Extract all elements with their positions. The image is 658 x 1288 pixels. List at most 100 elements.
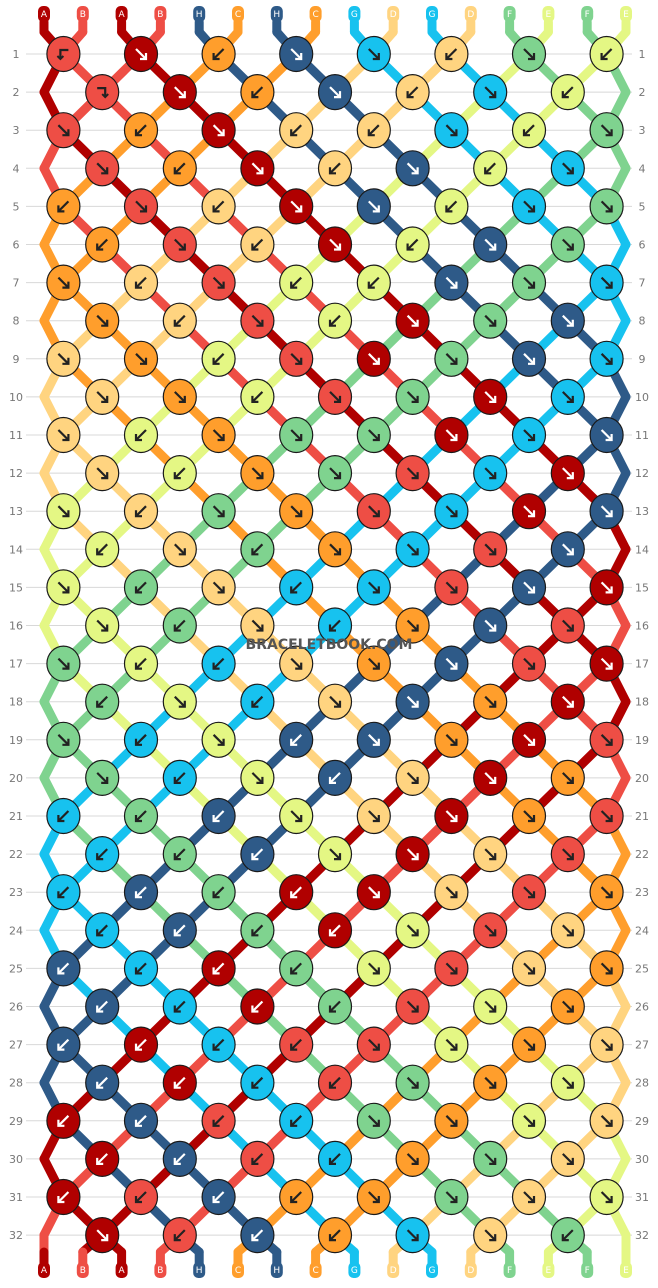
arrow-stroke	[212, 1191, 225, 1203]
knot	[85, 912, 120, 949]
knot	[201, 416, 236, 454]
arrow-down-right-icon	[329, 391, 342, 403]
strand-label-text: A	[119, 1266, 126, 1276]
knot	[395, 73, 430, 111]
arrow-left-then-down-icon	[56, 48, 69, 61]
arrow-stroke	[251, 619, 264, 632]
arrow-head	[217, 434, 225, 442]
arrow-stroke	[600, 1191, 613, 1203]
row-number-left: 23	[9, 886, 23, 899]
arrow-down-right-icon	[484, 86, 497, 99]
knot	[162, 1064, 197, 1101]
arrow-head	[450, 662, 458, 670]
row-number-left: 15	[9, 581, 23, 594]
arrow-head	[96, 1081, 104, 1089]
arrow-stroke	[329, 1229, 341, 1241]
knot	[162, 150, 197, 187]
arrow-stroke	[212, 734, 225, 746]
arrow-stroke	[96, 619, 108, 632]
arrow-down-left-icon	[251, 543, 264, 556]
knot	[511, 1102, 547, 1139]
arrow-down-right-icon	[212, 124, 225, 137]
arrow-stroke	[406, 619, 419, 632]
arrow-down-right-icon	[251, 619, 264, 632]
arrow-head	[251, 1005, 259, 1013]
strand-label-text: A	[119, 10, 126, 20]
arrow-head	[212, 815, 220, 823]
strand-label-text: A	[41, 1266, 48, 1276]
arrow-stroke	[406, 848, 419, 860]
strand-label-text: E	[623, 1266, 629, 1276]
knot	[279, 950, 314, 987]
arrow-down-left-icon	[173, 924, 186, 937]
arrow-down-right-icon	[484, 695, 497, 708]
arrow-down-right-icon	[523, 429, 536, 442]
knot	[317, 378, 353, 415]
arrow-head	[334, 853, 342, 861]
knot	[201, 797, 236, 835]
arrow-head	[62, 434, 70, 442]
row-number-left: 10	[9, 391, 23, 404]
arrow-head	[134, 281, 142, 289]
arrow-down-right-icon	[445, 353, 458, 365]
arrow-head	[57, 891, 65, 899]
strand-label-text: F	[507, 1266, 512, 1276]
arrow-head	[173, 1081, 181, 1089]
arrow-down-right-icon	[523, 886, 536, 899]
knot	[473, 759, 508, 797]
arrow-head	[406, 91, 414, 99]
row-number-left: 27	[9, 1039, 23, 1052]
arrow-stroke	[406, 695, 419, 708]
arrow-down-right-icon	[445, 276, 458, 289]
arrow-down-left-icon	[173, 467, 186, 480]
arrow-down-right-icon	[523, 962, 536, 975]
strand-label-tab	[542, 6, 555, 22]
arrow-stroke	[135, 886, 147, 898]
row-number-left: 12	[9, 467, 23, 480]
knot	[356, 950, 391, 987]
arrow-head	[134, 738, 142, 746]
strand-label-tab	[426, 6, 438, 22]
knot	[550, 226, 585, 263]
arrow-head	[101, 1234, 109, 1242]
strand-label-top: G	[348, 6, 361, 22]
arrow-stroke	[174, 162, 186, 175]
knot	[395, 835, 430, 873]
arrow-down-right-icon	[251, 467, 264, 480]
arrow-down-right-icon	[523, 276, 536, 289]
knot	[201, 950, 236, 987]
arrow-head	[528, 815, 536, 823]
strand-label-text: F	[585, 10, 590, 20]
arrow-head	[450, 815, 458, 823]
arrow-stroke	[523, 276, 535, 289]
knot	[395, 150, 430, 187]
arrow-head	[489, 1157, 497, 1166]
arrow-head	[334, 548, 342, 556]
knot	[279, 721, 314, 758]
arrow-stroke	[251, 543, 264, 556]
arrow-stroke	[445, 1115, 458, 1127]
strand-label-tab	[348, 6, 361, 22]
arrow-head	[295, 434, 303, 442]
knot	[240, 73, 275, 111]
knot	[589, 1102, 624, 1139]
knot	[473, 1140, 508, 1178]
arrow-down-left-icon	[290, 734, 302, 746]
arrow-down-right-icon	[368, 48, 380, 61]
arrow-stroke	[135, 1115, 147, 1127]
knot	[162, 455, 197, 492]
arrow-down-left-icon	[445, 48, 458, 61]
arrow-down-left-icon	[251, 1076, 264, 1089]
knot	[511, 35, 547, 73]
arrow-head	[256, 319, 264, 327]
arrow-stroke	[368, 810, 380, 822]
arrow-down-left-icon	[251, 848, 264, 861]
knot	[434, 1026, 469, 1063]
arrow-stroke	[251, 162, 264, 175]
knot	[201, 188, 236, 225]
arrow-head	[251, 548, 259, 556]
arrow-stroke	[174, 1229, 186, 1241]
arrow-head	[96, 929, 104, 937]
row-number-left: 5	[13, 200, 20, 213]
